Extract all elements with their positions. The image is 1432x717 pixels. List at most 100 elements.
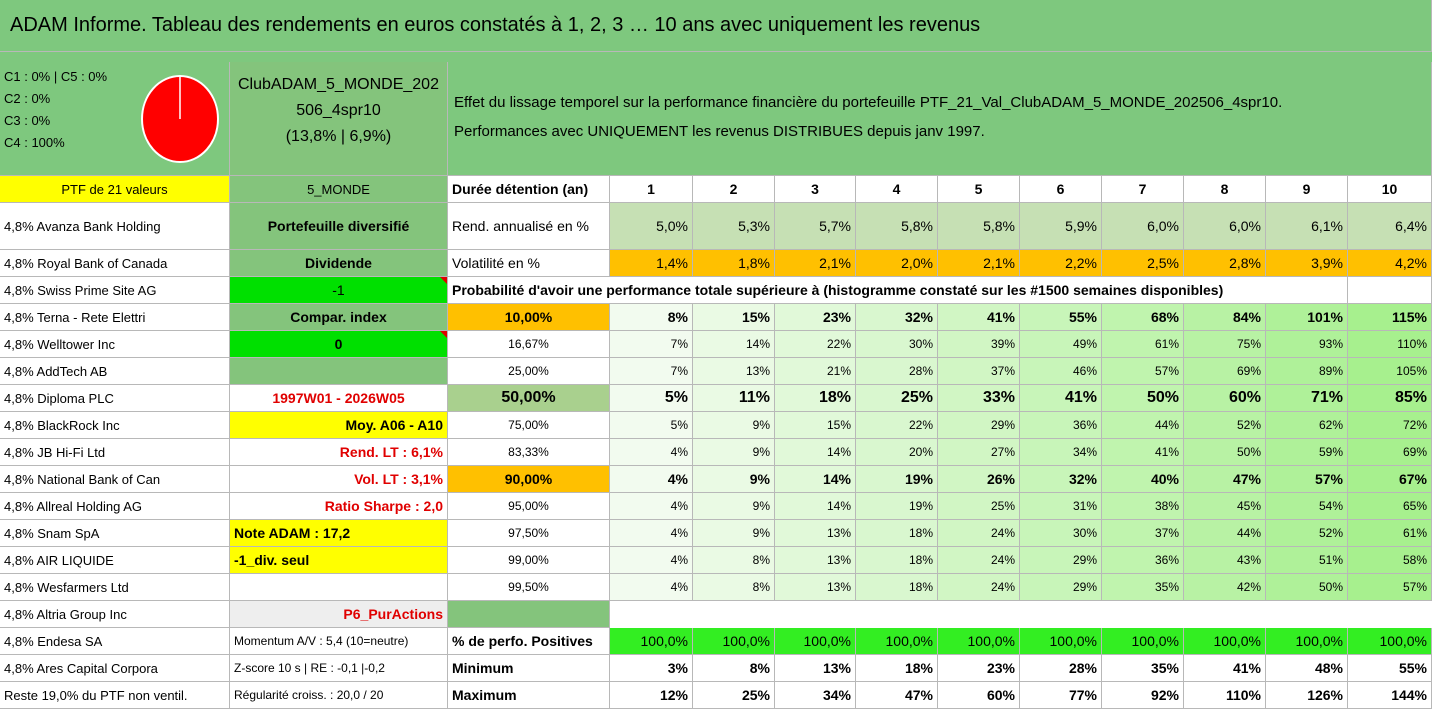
value: 75%	[1184, 331, 1266, 358]
value: 54%	[1266, 493, 1348, 520]
value: 126%	[1266, 682, 1348, 709]
value-text: 77%	[1068, 687, 1097, 703]
value: 28%	[856, 358, 938, 385]
value: 19%	[856, 466, 938, 493]
value: 2,1%	[775, 250, 856, 277]
composition: C1 : 0% | C5 : 0% C2 : 0% C3 : 0% C4 : 1…	[4, 66, 225, 154]
value-text: 6,1%	[1311, 218, 1343, 234]
value-text: 2,5%	[1147, 255, 1179, 271]
value: 25%	[693, 682, 775, 709]
value-text: 100,0%	[1049, 633, 1097, 649]
value-text: 44%	[1236, 526, 1261, 540]
value-text: 5,8%	[901, 218, 933, 234]
value-text: 24%	[990, 553, 1015, 567]
value-text: 14%	[826, 445, 851, 459]
year: 8	[1184, 176, 1266, 203]
info-text: 1997W01 - 2026W05	[272, 390, 405, 406]
value: 18%	[775, 385, 856, 412]
composition-cell: C1 : 0% | C5 : 0% C2 : 0% C3 : 0% C4 : 1…	[0, 62, 230, 176]
value-text: 5,8%	[983, 218, 1015, 234]
percentile-text: 95,00%	[508, 499, 549, 513]
value: 2,2%	[1020, 250, 1102, 277]
value: 100,0%	[1348, 628, 1432, 655]
percentile-text: 75,00%	[508, 418, 549, 432]
value-text: 5%	[670, 418, 688, 432]
value: 22%	[856, 412, 938, 439]
value-text: 4%	[670, 445, 688, 459]
value-text: 55%	[1068, 309, 1097, 325]
row-label: Maximum	[448, 682, 610, 709]
value-text: 57%	[1154, 364, 1179, 378]
holding-text: 4,8% Avanza Bank Holding	[4, 218, 161, 234]
value-text: 9%	[752, 445, 770, 459]
value-text: 2,0%	[901, 255, 933, 271]
value-text: 24%	[990, 526, 1015, 540]
value-text: 49%	[1072, 337, 1097, 351]
value-text: 13%	[826, 526, 851, 540]
value-text: 51%	[1318, 553, 1343, 567]
value-text: 18%	[904, 660, 933, 676]
value: 18%	[856, 520, 938, 547]
year-text: 9	[1302, 181, 1311, 197]
value: 31%	[1020, 493, 1102, 520]
value: 8%	[693, 547, 775, 574]
description-cell: Effet du lissage temporel sur la perform…	[448, 62, 1432, 176]
holding-text: 4,8% JB Hi-Fi Ltd	[4, 444, 106, 460]
value-text: 18%	[908, 580, 933, 594]
spacer	[448, 601, 610, 628]
value: 14%	[775, 493, 856, 520]
holding: 4,8% Ares Capital Corpora	[0, 655, 230, 682]
value-text: 4%	[670, 553, 688, 567]
value: 6,0%	[1102, 203, 1184, 250]
value: 24%	[938, 547, 1020, 574]
row-label: Minimum	[448, 655, 610, 682]
value-text: 3,9%	[1311, 255, 1343, 271]
value: 110%	[1184, 682, 1266, 709]
value-text: 71%	[1310, 389, 1343, 406]
info: Z-score 10 s | RE : -0,1 |-0,2	[230, 655, 448, 682]
value-text: 1,4%	[656, 255, 688, 271]
row-label: % de perfo. Positives	[448, 628, 610, 655]
year: 7	[1102, 176, 1184, 203]
value: 84%	[1184, 304, 1266, 331]
value: 23%	[775, 304, 856, 331]
value-text: 89%	[1318, 364, 1343, 378]
value: 72%	[1348, 412, 1432, 439]
value: 23%	[938, 655, 1020, 682]
value-text: 100,0%	[1379, 633, 1427, 649]
value-text: 100,0%	[1295, 633, 1343, 649]
description-line: Performances avec UNIQUEMENT les revenus…	[454, 117, 1425, 146]
value: 4%	[610, 547, 693, 574]
value: 41%	[1020, 385, 1102, 412]
value-text: 38%	[1154, 499, 1179, 513]
year: 4	[856, 176, 938, 203]
row-label: Rend. annualisé en %	[448, 203, 610, 250]
value: 41%	[1102, 439, 1184, 466]
value-text: 9%	[752, 526, 770, 540]
value: 18%	[856, 547, 938, 574]
info: Ratio Sharpe : 2,0	[230, 493, 448, 520]
value: 100,0%	[610, 628, 693, 655]
value: 13%	[775, 520, 856, 547]
percentile-text: 10,00%	[504, 309, 553, 325]
value-text: 14%	[822, 471, 851, 487]
info-text: Compar. index	[290, 309, 387, 325]
value: 110%	[1348, 331, 1432, 358]
percentile-text: 99,00%	[508, 553, 549, 567]
value-text: 21%	[826, 364, 851, 378]
value-text: 30%	[908, 337, 933, 351]
year: 2	[693, 176, 775, 203]
holding: 4,8% Royal Bank of Canada	[0, 250, 230, 277]
holding-text: 4,8% Diploma PLC	[4, 390, 114, 406]
row-label-text: Minimum	[452, 660, 514, 676]
value: 14%	[775, 439, 856, 466]
info-text: Portefeuille diversifié	[267, 218, 410, 234]
value: 19%	[856, 493, 938, 520]
value: 26%	[938, 466, 1020, 493]
info: 5_MONDE	[230, 176, 448, 203]
value-text: 18%	[908, 553, 933, 567]
value-text: 4%	[670, 526, 688, 540]
year-text: 4	[892, 181, 901, 197]
value-text: 6,0%	[1229, 218, 1261, 234]
info: Moy. A06 - A10	[230, 412, 448, 439]
